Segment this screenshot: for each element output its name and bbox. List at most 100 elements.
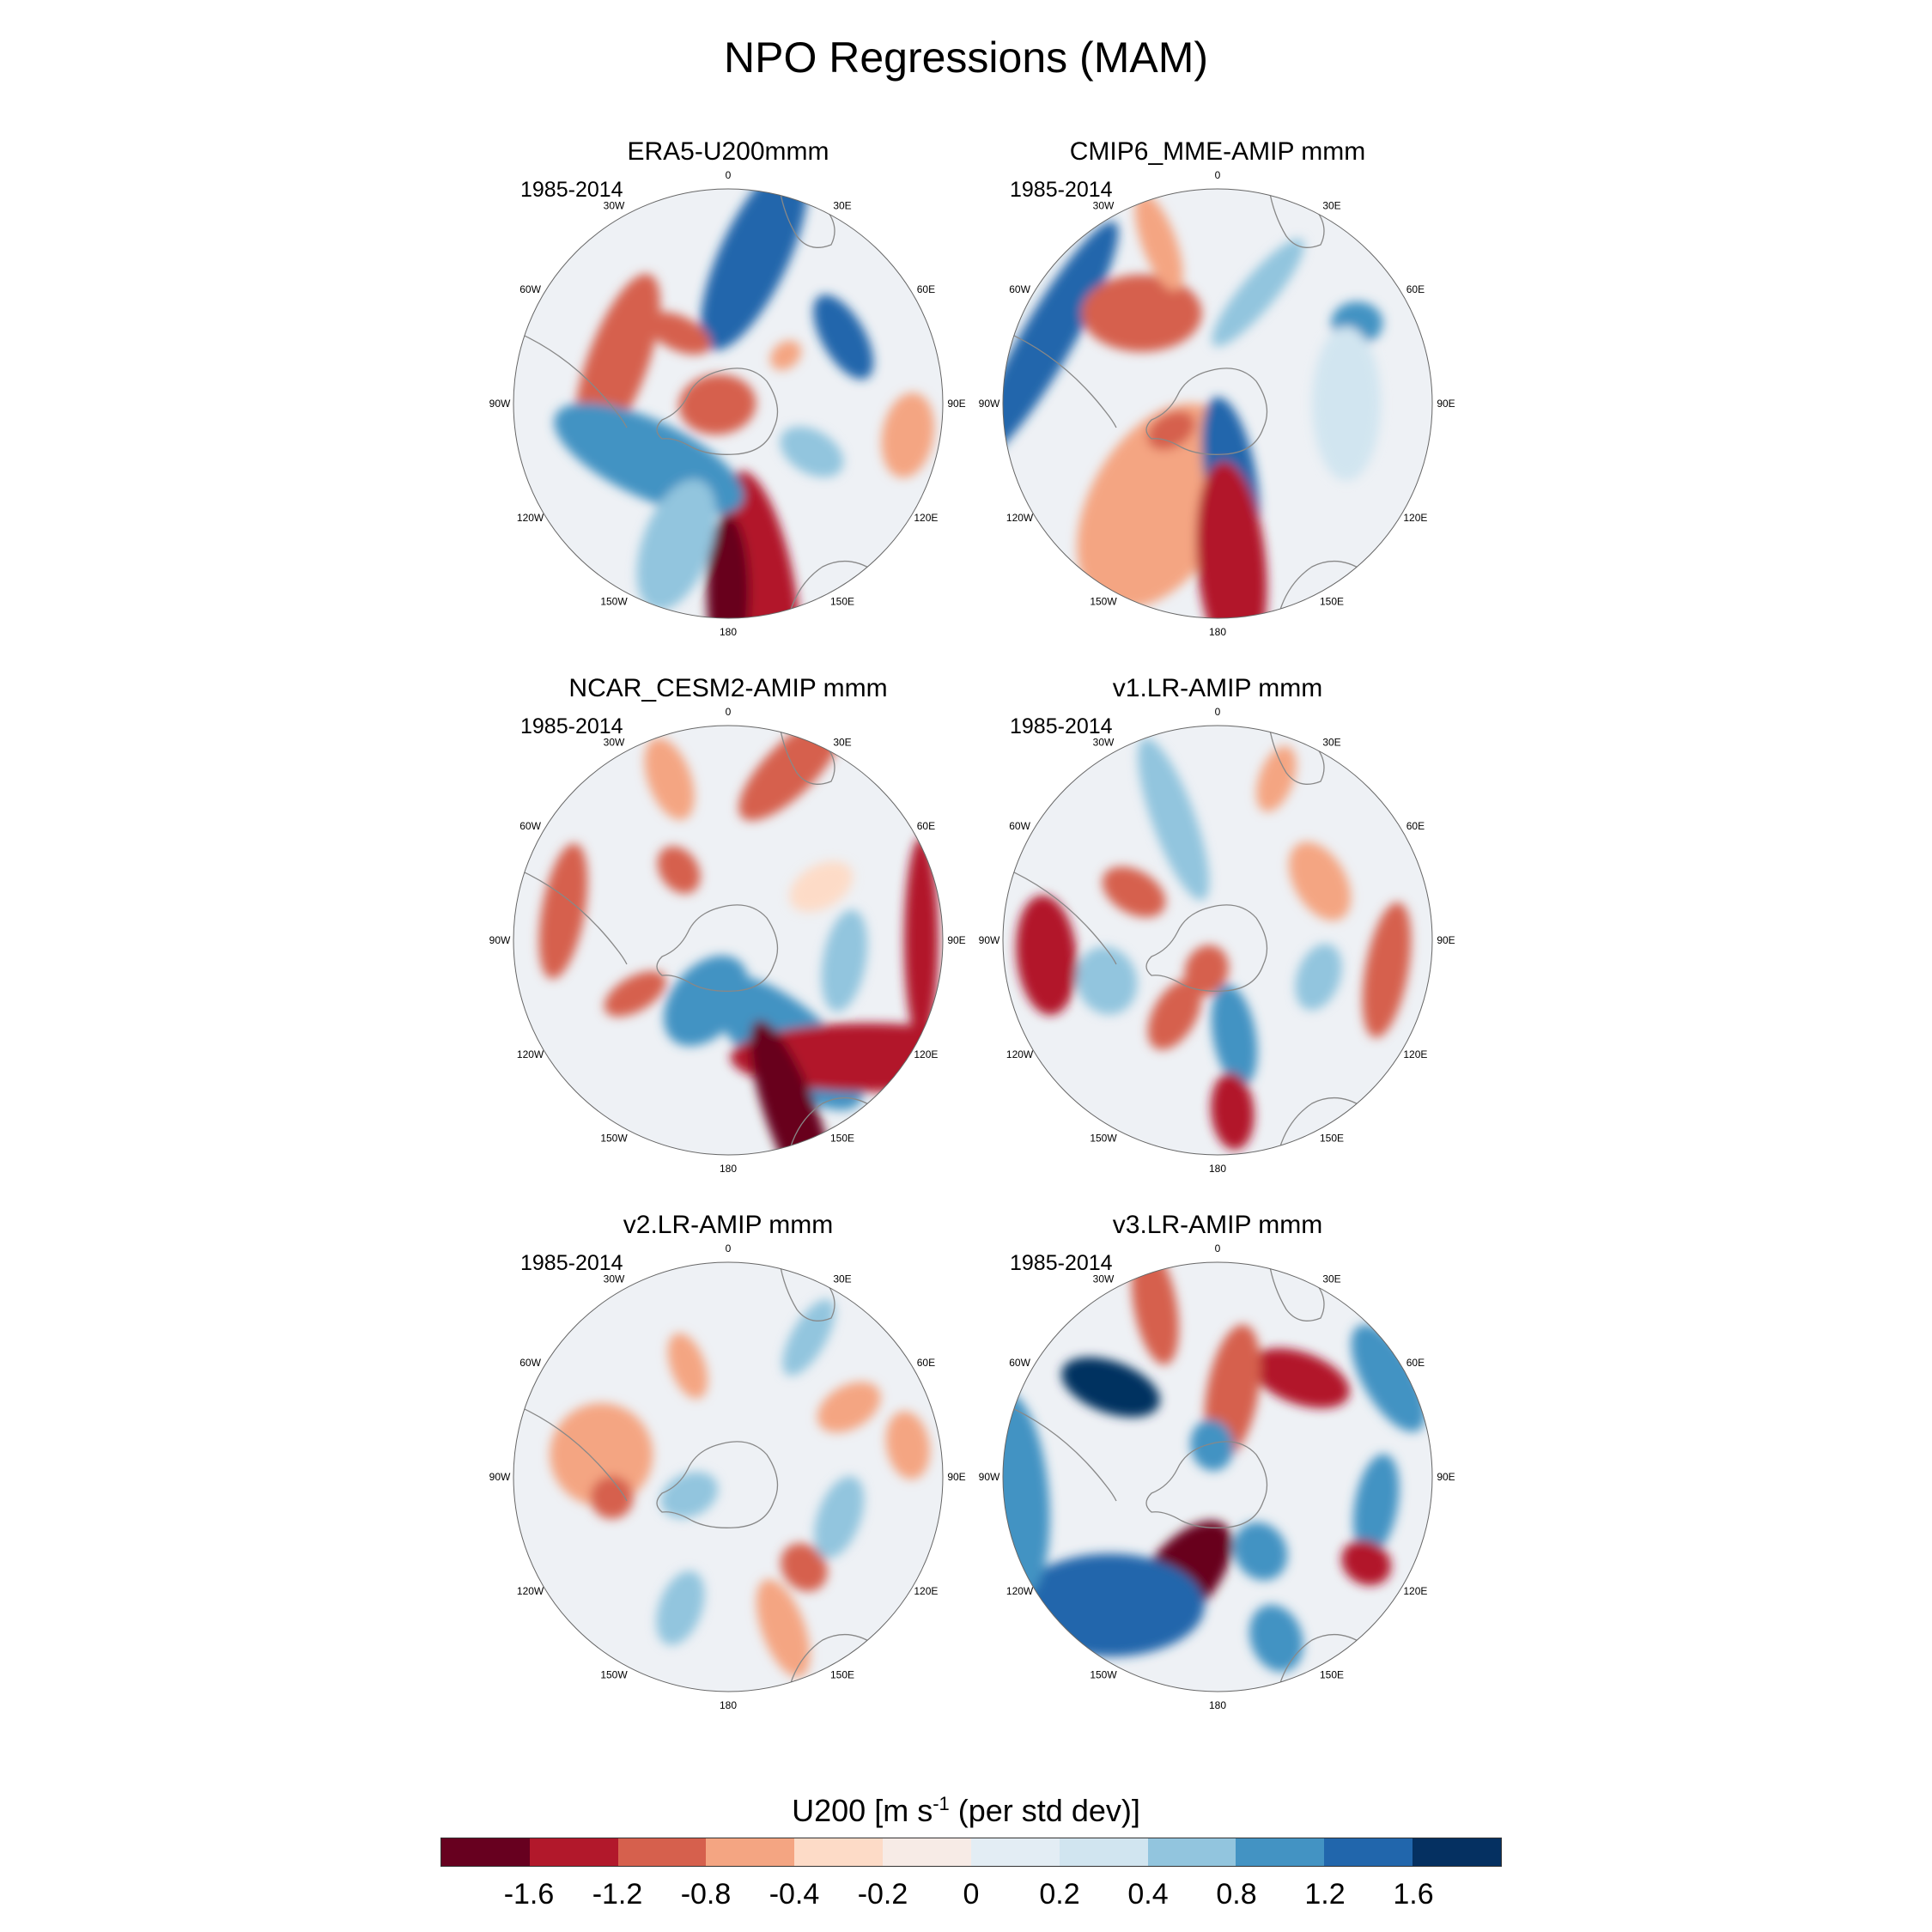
longitude-label: 30E [1322, 200, 1340, 212]
anomaly-region [1196, 461, 1267, 618]
longitude-label: 180 [720, 1163, 737, 1175]
longitude-label: 150E [830, 595, 854, 607]
longitude-label: 90E [1437, 398, 1455, 410]
africa-outline [779, 189, 835, 248]
anomaly-region [1233, 1522, 1288, 1581]
longitude-label: 90W [489, 398, 511, 410]
anomaly-region [604, 971, 666, 1017]
map-panel: v1.LR-AMIP mmm 1985-2014 0 30E 60E 90E 120E 150… [977, 674, 1458, 1189]
map-panel: ERA5-U200mmm 1985-2014 0 30E 60E 90E 120E 150E 1… [488, 137, 969, 653]
antarctica-outline [1145, 368, 1268, 455]
longitude-label: 90W [489, 934, 511, 946]
longitude-label: 0 [726, 1242, 732, 1255]
colorbar-label: 0.2 [1039, 1878, 1080, 1911]
anomaly-region [885, 1411, 930, 1479]
anomaly-region [636, 478, 717, 611]
anomaly-region [780, 426, 844, 477]
polar-map: 0 30E 60E 90E 120E 150E 180 150W 120W 90W 60W 30W [489, 169, 966, 638]
anomaly-region [1134, 193, 1183, 291]
colorbar [440, 1838, 1502, 1867]
colorbar-swatch [970, 1838, 1060, 1866]
map-panel: v3.LR-AMIP mmm 1985-2014 0 30E 60E 90E 120E 150… [977, 1211, 1458, 1726]
anomaly-region [1147, 979, 1202, 1050]
longitude-label: 30W [1093, 1273, 1115, 1285]
longitude-label: 60E [1406, 283, 1425, 295]
map-panel: v2.LR-AMIP mmm 1985-2014 0 30E 60E 90E 120E 150… [488, 1211, 969, 1726]
colorbar-label: 1.2 [1304, 1878, 1346, 1911]
antarctica-outline [1145, 1441, 1268, 1528]
map-border [513, 725, 944, 1156]
anomaly-region [813, 295, 874, 380]
anomaly-region [1211, 1072, 1255, 1151]
longitude-label: 60W [519, 1357, 541, 1369]
panel-period: 1985-2014 [520, 178, 623, 202]
longitude-label: 150E [830, 1668, 854, 1680]
anomaly-region [1016, 895, 1078, 1016]
longitude-label: 90E [947, 934, 965, 946]
longitude-label: 120E [914, 512, 938, 524]
longitude-label: 30W [604, 200, 625, 212]
longitude-label: 60E [1406, 820, 1425, 832]
colorbar-label: -1.2 [592, 1878, 643, 1911]
anomaly-region [1003, 1392, 1050, 1598]
longitude-label: 150W [600, 1668, 628, 1680]
anomaly-region [707, 515, 750, 618]
colorbar-swatch [617, 1838, 707, 1866]
africa-outline [1268, 1262, 1325, 1321]
longitude-label: 120W [1006, 512, 1034, 524]
longitude-label: 150W [1090, 1668, 1117, 1680]
antarctica-outline [656, 368, 779, 455]
panel-period: 1985-2014 [1010, 1251, 1113, 1275]
longitude-label: 180 [1209, 626, 1226, 638]
anomaly-region [1341, 1540, 1392, 1586]
anomaly-region [1081, 274, 1202, 352]
anomaly-region [701, 189, 808, 350]
anomaly-region [657, 846, 701, 894]
anomaly-region [1138, 738, 1210, 901]
anomaly-region [1212, 239, 1304, 347]
map-background [1003, 726, 1432, 1155]
longitude-label: 90W [979, 934, 1000, 946]
colorbar-label: 1.6 [1393, 1878, 1434, 1911]
colorbar-swatch [794, 1838, 884, 1866]
africa-outline [779, 726, 835, 785]
longitude-label: 60E [917, 820, 935, 832]
longitude-label: 60W [1009, 283, 1030, 295]
africa-outline [1268, 189, 1325, 248]
longitude-label: 90W [979, 1471, 1000, 1483]
longitude-label: 90E [1437, 934, 1455, 946]
map-border [1002, 1261, 1433, 1692]
longitude-label: 0 [726, 706, 732, 718]
anomaly-region [1003, 221, 1119, 461]
longitude-label: 150E [1320, 1132, 1344, 1144]
longitude-label: 120E [914, 1048, 938, 1060]
anomaly-region [821, 909, 868, 1012]
anomaly-region [782, 1299, 835, 1376]
colorbar-swatch [1413, 1838, 1501, 1866]
anomaly-region [1362, 902, 1412, 1038]
longitude-label: 30E [833, 200, 851, 212]
polar-map: 0 30E 60E 90E 120E 150E 180 150W 120W 90W 60W 30W [979, 706, 1455, 1175]
south-america-outline [1003, 1403, 1117, 1502]
anomaly-region [1211, 984, 1258, 1087]
longitude-label: 150W [600, 1132, 628, 1144]
south-america-outline [1003, 330, 1117, 428]
longitude-label: 30W [1093, 737, 1115, 749]
longitude-label: 0 [1215, 169, 1221, 181]
map-border [1002, 188, 1433, 619]
polar-map: 0 30E 60E 90E 120E 150E 180 150W 120W 90W 60W 30W [489, 1242, 966, 1711]
anomaly-region [720, 471, 801, 618]
anomaly-region [814, 1476, 865, 1558]
panel-period: 1985-2014 [1010, 714, 1113, 738]
colorbar-label: 0.4 [1127, 1878, 1169, 1911]
anomaly-region [881, 392, 935, 478]
anomaly-region [644, 738, 695, 820]
longitude-label: 180 [1209, 1163, 1226, 1175]
panel-period: 1985-2014 [520, 1251, 623, 1275]
africa-outline [1268, 726, 1325, 785]
colorbar-label: -1.6 [503, 1878, 555, 1911]
map-panel: NCAR_CESM2-AMIP mmm 1985-2014 0 30E 60E 90E 12… [488, 674, 969, 1189]
anomaly-region [590, 1475, 634, 1519]
anomaly-region [1249, 1604, 1303, 1672]
colorbar-swatch [1059, 1838, 1148, 1866]
